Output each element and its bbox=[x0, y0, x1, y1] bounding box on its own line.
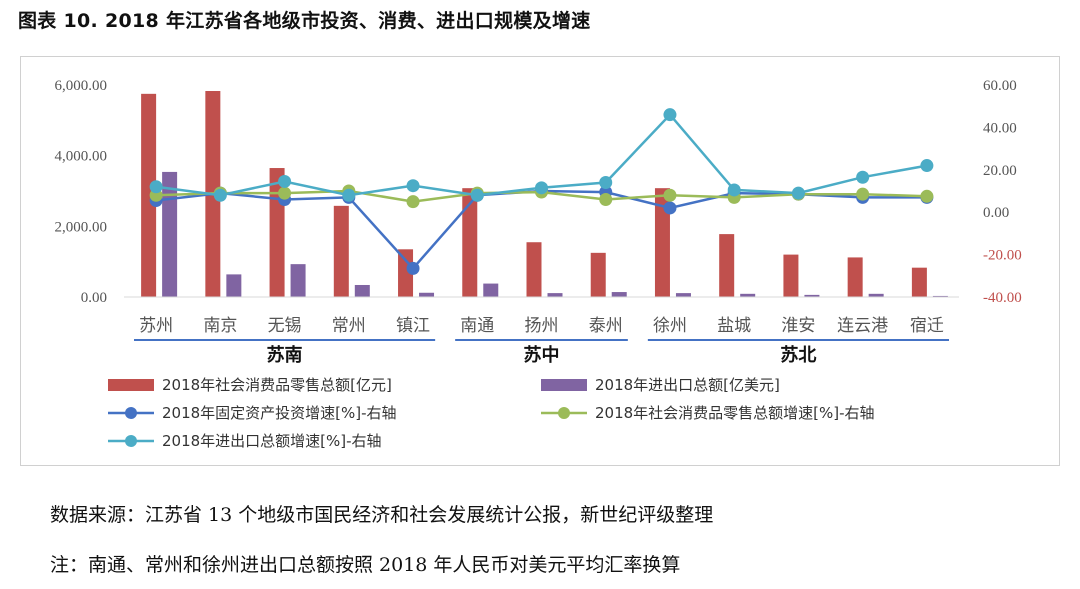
legend-swatch-marker bbox=[125, 435, 137, 447]
bar-retail-sales bbox=[398, 249, 414, 297]
line-retail-sales-growth-point bbox=[278, 186, 292, 200]
legend-label: 2018年进出口总额增速[%]-右轴 bbox=[162, 432, 382, 450]
left-axis-tick-label: 0.00 bbox=[81, 290, 107, 306]
bar-import-export bbox=[804, 294, 820, 297]
region-label: 苏南 bbox=[267, 344, 303, 366]
legend-swatch-marker bbox=[558, 407, 570, 419]
category-label: 镇江 bbox=[396, 316, 430, 336]
line-retail-sales-growth-point bbox=[920, 189, 934, 203]
legend-swatch-bar bbox=[108, 379, 154, 391]
line-import-export-growth-point bbox=[663, 108, 677, 122]
line-import-export-growth-point bbox=[791, 186, 805, 200]
category-label: 泰州 bbox=[589, 316, 623, 336]
category-label: 宿迁 bbox=[910, 316, 944, 336]
line-import-export-growth-point bbox=[535, 181, 548, 195]
right-axis-tick-label: -20.00 bbox=[983, 248, 1022, 264]
bar-retail-sales bbox=[526, 242, 542, 297]
bar-retail-sales bbox=[911, 267, 927, 297]
bar-retail-sales bbox=[462, 188, 478, 297]
category-label: 连云港 bbox=[837, 316, 888, 336]
legend-label: 2018年进出口总额[亿美元] bbox=[595, 376, 780, 394]
line-import-export-growth-point bbox=[470, 188, 484, 202]
bar-retail-sales bbox=[333, 205, 349, 297]
region-label: 苏北 bbox=[780, 344, 816, 366]
bar-retail-sales bbox=[590, 252, 606, 297]
bar-import-export bbox=[419, 292, 435, 297]
left-axis-tick-label: 2,000.00 bbox=[55, 219, 108, 235]
bar-import-export bbox=[354, 284, 370, 297]
bar-retail-sales bbox=[141, 93, 157, 297]
line-import-export-growth-point bbox=[342, 188, 356, 202]
line-import-export-growth-point bbox=[920, 159, 934, 173]
line-import-export-growth-point bbox=[856, 170, 870, 184]
right-axis-tick-label: 60.00 bbox=[983, 78, 1017, 94]
bar-retail-sales bbox=[654, 188, 670, 297]
bar-import-export bbox=[547, 293, 563, 297]
line-import-export-growth-point bbox=[149, 180, 163, 194]
bar-import-export bbox=[675, 293, 691, 297]
bar-retail-sales bbox=[783, 254, 799, 297]
category-label: 扬州 bbox=[525, 316, 559, 336]
right-axis-tick-label: -40.00 bbox=[983, 290, 1022, 306]
left-axis-tick-label: 6,000.00 bbox=[55, 78, 108, 94]
bar-import-export bbox=[290, 264, 306, 297]
line-retail-sales-growth-point bbox=[663, 188, 677, 202]
line-import-export-growth-point bbox=[278, 174, 292, 188]
category-label: 苏州 bbox=[139, 316, 173, 336]
right-axis-tick-label: 0.00 bbox=[983, 205, 1009, 221]
category-label: 南通 bbox=[460, 316, 494, 336]
legend-label: 2018年社会消费品零售总额增速[%]-右轴 bbox=[595, 404, 875, 422]
chart-frame: 0.00 2,000.00 4,000.00 6,000.00 -40.00 -20.00… bbox=[20, 56, 1060, 466]
line-retail-sales-growth-point bbox=[406, 195, 420, 209]
bar-import-export bbox=[932, 295, 948, 297]
line-import-export-growth-point bbox=[406, 179, 420, 193]
bar-import-export bbox=[483, 283, 499, 297]
data-source-note: 数据来源：江苏省 13 个地级市国民经济和社会发展统计公报，新世纪评级整理 bbox=[50, 504, 714, 526]
footnote: 注：南通、常州和徐州进出口总额按照 2018 年人民币对美元平均汇率换算 bbox=[50, 554, 681, 576]
bar-retail-sales bbox=[847, 257, 863, 297]
line-fixed-investment-growth-point bbox=[663, 201, 677, 215]
line-import-export-growth-point bbox=[213, 188, 227, 202]
legend-swatch-bar bbox=[541, 379, 587, 391]
bar-retail-sales bbox=[719, 234, 735, 297]
category-label: 南京 bbox=[203, 316, 237, 336]
right-axis-tick-label: 40.00 bbox=[983, 120, 1017, 136]
category-label: 无锡 bbox=[268, 316, 302, 336]
line-import-export-growth-point bbox=[599, 176, 613, 190]
line-retail-sales-growth-point bbox=[599, 192, 613, 206]
left-axis-tick-label: 4,000.00 bbox=[55, 149, 108, 165]
figure-title: 图表 10. 2018 年江苏省各地级市投资、消费、进出口规模及增速 bbox=[18, 10, 591, 32]
legend-swatch-marker bbox=[125, 407, 137, 419]
line-fixed-investment-growth-point bbox=[406, 261, 420, 275]
category-label: 盐城 bbox=[717, 316, 751, 336]
category-label: 常州 bbox=[332, 316, 366, 336]
bar-import-export bbox=[740, 293, 756, 297]
combo-chart: 0.00 2,000.00 4,000.00 6,000.00 -40.00 -20.00… bbox=[55, 78, 1022, 450]
category-label: 淮安 bbox=[781, 316, 815, 336]
bar-import-export bbox=[611, 292, 627, 297]
bar-import-export bbox=[162, 171, 178, 297]
line-import-export-growth-point bbox=[727, 183, 741, 197]
category-label: 徐州 bbox=[653, 316, 687, 336]
region-label: 苏中 bbox=[524, 344, 560, 366]
right-axis-tick-label: 20.00 bbox=[983, 163, 1017, 179]
bar-import-export bbox=[868, 293, 884, 297]
bar-import-export bbox=[226, 274, 242, 297]
legend-label: 2018年社会消费品零售总额[亿元] bbox=[162, 376, 392, 394]
legend-label: 2018年固定资产投资增速[%]-右轴 bbox=[162, 404, 397, 422]
line-retail-sales-growth-point bbox=[856, 187, 870, 201]
